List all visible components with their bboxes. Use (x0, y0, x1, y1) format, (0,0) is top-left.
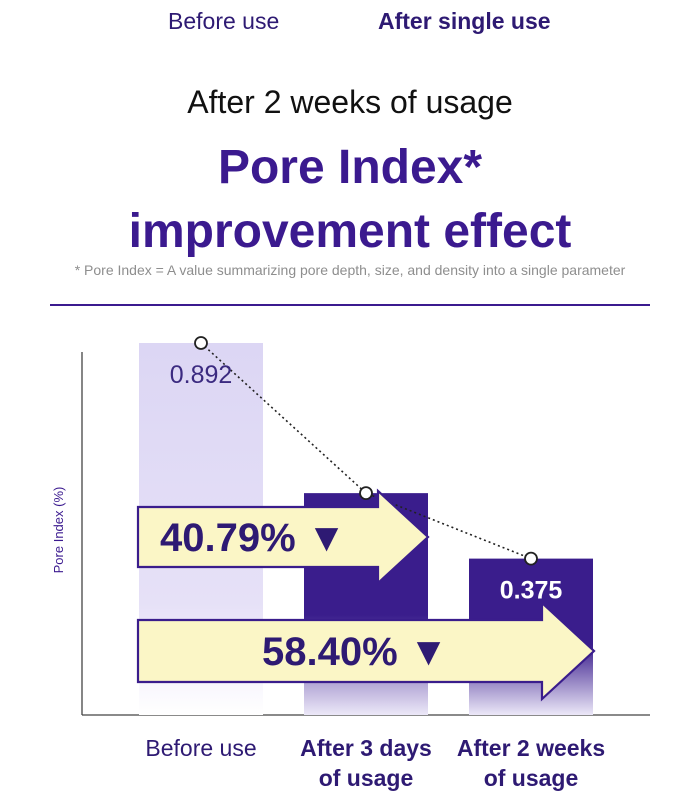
divider (50, 304, 650, 306)
chart-subtitle: After 2 weeks of usage (187, 84, 513, 120)
reduction-arrow-1 (136, 600, 596, 702)
chart-title: Pore Index* improvement effect (0, 136, 700, 264)
category-label-2: After 2 weeks of usage (457, 735, 605, 791)
trend-point-1 (359, 486, 373, 501)
title-line-1: Pore Index* (217, 141, 483, 194)
title-line-2: improvement effect (128, 205, 572, 258)
category-label-1-line-0: After 3 days (300, 735, 432, 761)
reduction-label-0: 40.79% ▼ (160, 516, 346, 560)
footnote: * Pore Index = A value summarizing pore … (74, 262, 626, 278)
trend-point-2 (524, 551, 538, 566)
category-label-0-line-0: Before use (145, 735, 256, 761)
value-label-0: 0.892 (170, 361, 233, 389)
reduction-arrow-0 (136, 488, 430, 586)
category-label-0: Before use (145, 735, 256, 761)
category-label-1: After 3 days of usage (300, 735, 432, 791)
category-label-2-line-1: of usage (484, 765, 579, 791)
reduction-label-1: 58.40% ▼ (262, 630, 448, 674)
tab-after-single-use[interactable]: After single use (378, 8, 551, 34)
y-axis-label: Pore Index (%) (51, 487, 66, 574)
category-label-1-line-1: of usage (319, 765, 414, 791)
trend-point-0 (194, 336, 208, 350)
trend-line (194, 336, 538, 566)
category-label-2-line-0: After 2 weeks (457, 735, 605, 761)
reduction-arrows: 40.79% ▼ 58.40% ▼ (136, 488, 596, 702)
tab-before-use[interactable]: Before use (168, 8, 280, 34)
trend-polyline (200, 342, 532, 560)
value-label-2: 0.375 (500, 577, 563, 605)
top-tabs: Before use After single use (0, 4, 700, 40)
